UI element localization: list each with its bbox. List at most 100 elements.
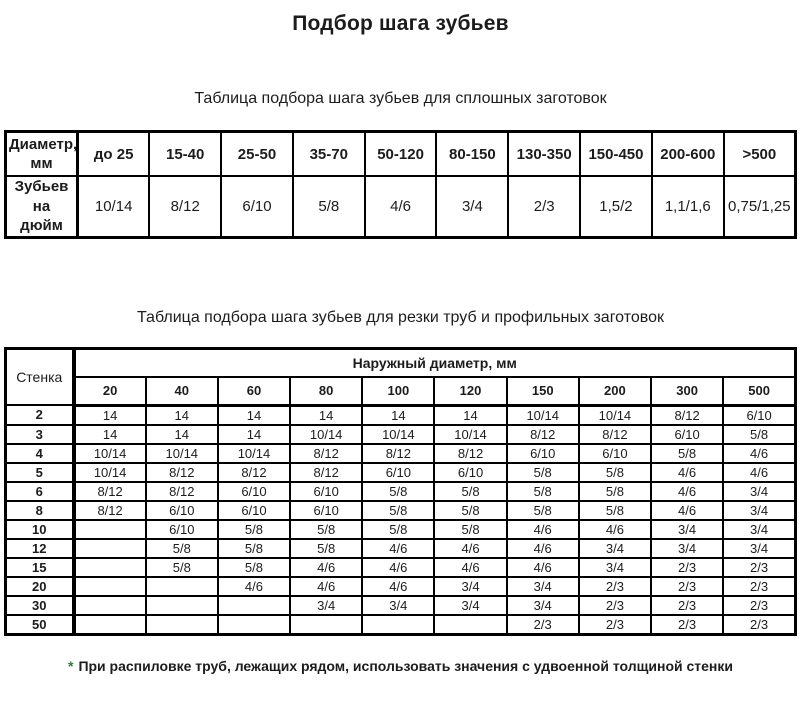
pitch-cell: 8/12 bbox=[144, 480, 219, 502]
pitch-cell: 14 bbox=[361, 404, 436, 426]
pitch-cell: 2/3 bbox=[649, 613, 725, 635]
tpi-value-cell: 2/3 bbox=[507, 175, 582, 238]
tpi-row-header-line1: Зубьев на bbox=[14, 178, 69, 215]
pitch-cell: 4/6 bbox=[649, 480, 725, 502]
table-row: Стенка Наружный диаметр, мм bbox=[4, 347, 797, 406]
pitch-cell: 6/10 bbox=[216, 480, 292, 502]
pitch-cell: 10/14 bbox=[505, 404, 580, 426]
pitch-cell: 3/4 bbox=[722, 518, 797, 540]
pitch-cell: 10/14 bbox=[72, 461, 147, 483]
pitch-cell: 5/8 bbox=[216, 556, 292, 578]
diameter-col-header: 300 bbox=[649, 375, 725, 407]
diameter-range-header: 25-50 bbox=[220, 130, 294, 177]
diameter-col-header: 20 bbox=[72, 375, 147, 407]
pitch-cell: 8/12 bbox=[649, 404, 725, 426]
pitch-cell bbox=[144, 594, 219, 616]
pitch-cell: 5/8 bbox=[505, 461, 580, 483]
wall-thickness-header: 30 bbox=[4, 594, 76, 616]
pitch-cell: 14 bbox=[72, 423, 147, 445]
pitch-cell: 10/14 bbox=[577, 404, 653, 426]
pitch-cell: 2/3 bbox=[577, 613, 653, 635]
diameter-range-header: >500 bbox=[722, 130, 797, 177]
pitch-cell: 4/6 bbox=[722, 442, 797, 464]
diameter-range-header: 200-600 bbox=[650, 130, 725, 177]
diameter-range-header: 80-150 bbox=[435, 130, 510, 177]
pitch-cell: 3/4 bbox=[577, 537, 653, 559]
pitch-cell: 6/10 bbox=[144, 499, 219, 521]
pitch-cell: 3/4 bbox=[722, 537, 797, 559]
pitch-cell: 8/12 bbox=[361, 442, 436, 464]
diameter-range-header: 130-350 bbox=[507, 130, 582, 177]
table-row: 12 5/8 5/8 5/8 4/6 4/6 4/6 3/4 3/4 3/4 bbox=[4, 537, 797, 559]
pitch-cell: 5/8 bbox=[577, 461, 653, 483]
pitch-cell: 5/8 bbox=[289, 518, 364, 540]
wall-thickness-header: 10 bbox=[4, 518, 76, 540]
pitch-cell bbox=[144, 613, 219, 635]
pitch-cell: 5/8 bbox=[289, 537, 364, 559]
pitch-cell: 5/8 bbox=[144, 556, 219, 578]
table-row: 10 6/10 5/8 5/8 5/8 5/8 4/6 4/6 3/4 3/4 bbox=[4, 518, 797, 540]
pitch-cell: 4/6 bbox=[289, 556, 364, 578]
table-row: 15 5/8 5/8 4/6 4/6 4/6 4/6 3/4 2/3 2/3 bbox=[4, 556, 797, 578]
pitch-cell: 14 bbox=[216, 404, 292, 426]
footnote-text: При распиловке труб, лежащих рядом, испо… bbox=[78, 657, 734, 674]
tpi-value-cell: 6/10 bbox=[220, 175, 294, 238]
pitch-cell: 4/6 bbox=[433, 556, 508, 578]
pitch-cell: 6/10 bbox=[433, 461, 508, 483]
tpi-value-cell: 5/8 bbox=[291, 175, 366, 238]
pitch-cell bbox=[72, 575, 147, 597]
wall-corner-header: Стенка bbox=[4, 347, 76, 406]
pitch-cell: 8/12 bbox=[433, 442, 508, 464]
pitch-cell: 14 bbox=[289, 404, 364, 426]
pitch-cell bbox=[72, 556, 147, 578]
pitch-cell: 5/8 bbox=[722, 423, 797, 445]
pitch-cell: 8/12 bbox=[72, 480, 147, 502]
pitch-cell: 4/6 bbox=[289, 575, 364, 597]
table-row: 30 3/4 3/4 3/4 3/4 2/3 2/3 2/3 bbox=[4, 594, 797, 616]
table-row: 20 4/6 4/6 4/6 3/4 3/4 2/3 2/3 2/3 bbox=[4, 575, 797, 597]
pitch-cell: 8/12 bbox=[289, 461, 364, 483]
pitch-cell: 2/3 bbox=[722, 594, 797, 616]
pitch-cell: 14 bbox=[216, 423, 292, 445]
pitch-cell bbox=[216, 613, 292, 635]
pitch-cell: 5/8 bbox=[577, 480, 653, 502]
table-row: 6 8/12 8/12 6/10 6/10 5/8 5/8 5/8 5/8 4/6 3/4 bbox=[4, 480, 797, 502]
pitch-cell: 3/4 bbox=[722, 499, 797, 521]
pitch-cell: 5/8 bbox=[433, 499, 508, 521]
pitch-cell: 5/8 bbox=[577, 499, 653, 521]
pitch-cell: 3/4 bbox=[505, 594, 580, 616]
diameter-col-header: 80 bbox=[289, 375, 364, 407]
table2-caption: Таблица подбора шага зубьев для резки тр… bbox=[137, 308, 664, 326]
pitch-cell: 3/4 bbox=[433, 575, 508, 597]
table-row: 20 40 60 80 100 120 150 200 300 500 bbox=[6, 375, 797, 407]
pitch-cell: 3/4 bbox=[722, 480, 797, 502]
pitch-cell: 5/8 bbox=[216, 518, 292, 540]
pitch-cell: 14 bbox=[144, 423, 219, 445]
pitch-cell: 8/12 bbox=[577, 423, 653, 445]
diameter-range-header: 35-70 bbox=[291, 130, 366, 177]
pitch-cell: 4/6 bbox=[433, 537, 508, 559]
diameter-col-header: 60 bbox=[216, 375, 292, 407]
pitch-cell: 5/8 bbox=[144, 537, 219, 559]
pitch-cell: 3/4 bbox=[577, 556, 653, 578]
table-row: Диаметр, мм до 25 15-40 25-50 35-70 50-120 80… bbox=[4, 130, 797, 177]
tpi-value-cell: 3/4 bbox=[435, 175, 510, 238]
diameter-row-header: Диаметр, мм bbox=[4, 130, 79, 177]
pitch-cell: 6/10 bbox=[649, 423, 725, 445]
page-title: Подбор шага зубьев bbox=[292, 12, 509, 35]
pitch-cell: 3/4 bbox=[289, 594, 364, 616]
pitch-cell: 4/6 bbox=[505, 537, 580, 559]
pitch-cell bbox=[72, 518, 147, 540]
pitch-cell: 4/6 bbox=[216, 575, 292, 597]
wall-thickness-header: 8 bbox=[4, 499, 76, 521]
pitch-cell: 6/10 bbox=[505, 442, 580, 464]
pitch-cell: 4/6 bbox=[649, 499, 725, 521]
tpi-value-cell: 10/14 bbox=[76, 175, 151, 238]
pitch-cell: 14 bbox=[433, 404, 508, 426]
pitch-cell: 14 bbox=[72, 404, 147, 426]
pitch-cell: 6/10 bbox=[144, 518, 219, 540]
pitch-cell: 4/6 bbox=[361, 556, 436, 578]
pitch-cell: 5/8 bbox=[505, 480, 580, 502]
wall-thickness-header: 4 bbox=[4, 442, 76, 464]
pitch-cell: 2/3 bbox=[722, 556, 797, 578]
